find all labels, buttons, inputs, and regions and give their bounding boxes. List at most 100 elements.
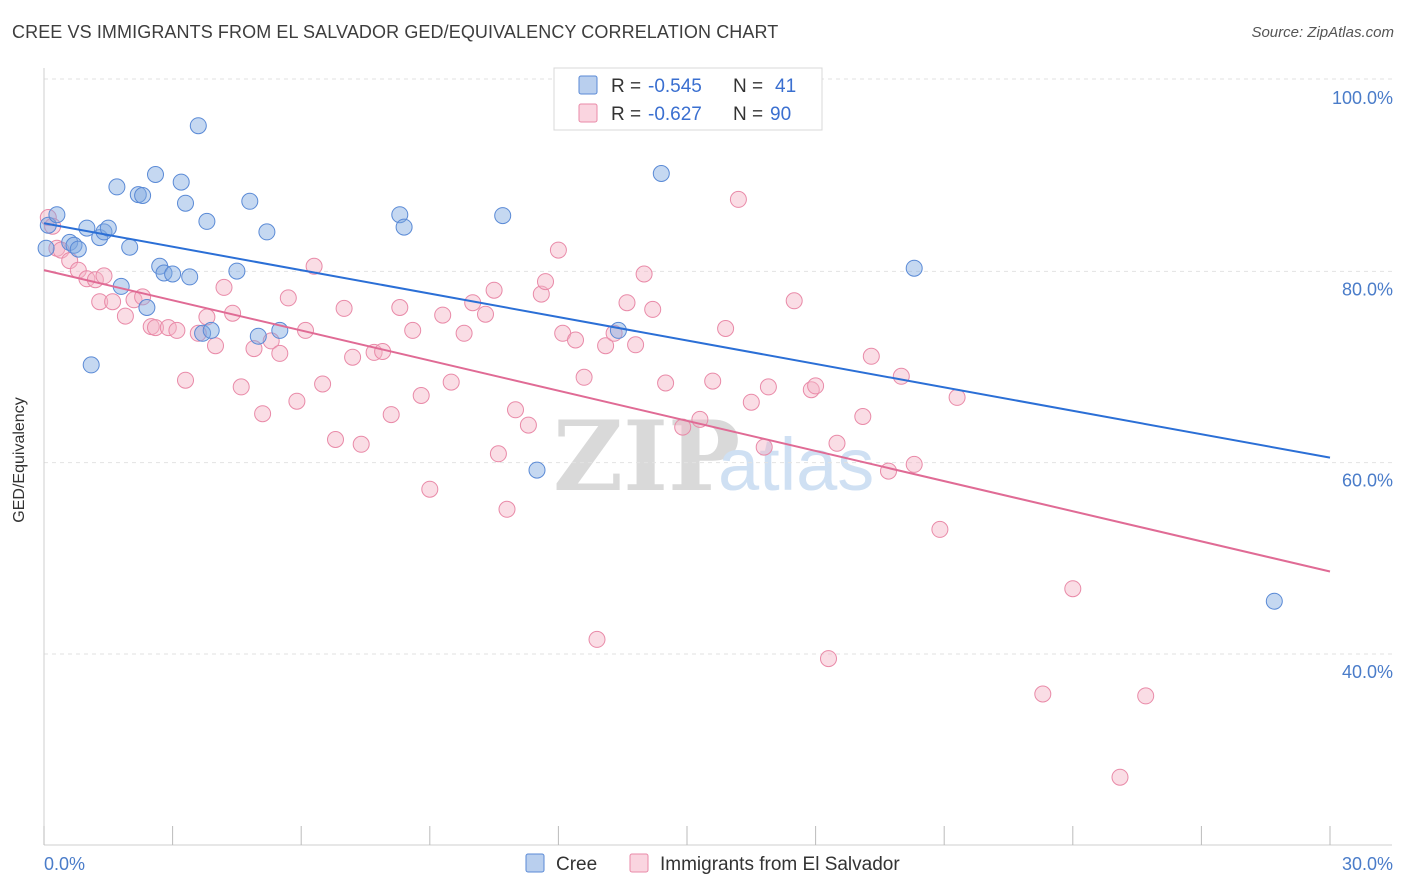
point-s1-89: [1111, 768, 1129, 786]
point-s1-32: [305, 257, 323, 275]
point-s1-8: [95, 267, 113, 285]
stats-legend-swatch-el-salvador: [578, 103, 598, 123]
point-s0-1: [48, 206, 66, 224]
stats-legend-r-value-el-salvador: -0.627: [648, 104, 702, 125]
grid-lines: [44, 78, 1392, 655]
stats-legend-n-label-cree: N =: [733, 76, 763, 97]
point-s1-68: [657, 374, 675, 392]
point-s1-50: [485, 281, 503, 299]
point-s0-15: [138, 299, 156, 316]
point-s0-9: [108, 178, 126, 196]
point-s1-47: [455, 324, 473, 342]
watermark-atlas: atlas: [718, 423, 874, 506]
legend-label-el-salvador: Immigrants from El Salvador: [660, 854, 900, 875]
point-s1-82: [854, 408, 872, 425]
point-s0-16: [147, 166, 164, 183]
axes: [43, 68, 1392, 846]
point-s0-29: [249, 327, 267, 345]
point-s1-60: [575, 368, 593, 386]
point-s1-21: [207, 337, 224, 355]
stats-legend-r-value-cree: -0.545: [648, 76, 702, 97]
point-s0-27: [228, 262, 246, 280]
point-s1-72: [717, 320, 735, 337]
y-tick-label-3: 40.0%: [1342, 662, 1393, 682]
point-s1-35: [335, 299, 353, 317]
point-s1-57: [549, 241, 567, 259]
point-s1-83: [862, 347, 880, 365]
chart-title: CREE VS IMMIGRANTS FROM EL SALVADOR GED/…: [12, 22, 779, 42]
point-s1-10: [104, 293, 122, 311]
point-s1-92: [1137, 687, 1155, 705]
point-s1-74: [742, 393, 760, 411]
point-s1-67: [644, 300, 662, 318]
point-s1-33: [314, 375, 332, 393]
y-tick-label-1: 80.0%: [1342, 279, 1393, 299]
stats-legend-swatch-cree: [578, 75, 598, 95]
point-s0-28: [241, 192, 259, 210]
point-s0-11: [82, 356, 100, 374]
stats-legend-n-value-cree: 41: [775, 76, 796, 97]
point-s1-22: [215, 278, 233, 296]
point-s1-71: [704, 372, 722, 390]
point-s1-45: [434, 306, 452, 324]
point-s1-17: [168, 321, 186, 339]
trend-line-s0: [43, 222, 1331, 459]
point-s1-77: [785, 292, 803, 310]
stats-legend-n-label-el-salvador: N =: [733, 104, 763, 125]
point-s1-9: [91, 293, 109, 311]
point-s1-49: [477, 305, 494, 323]
point-s0-33: [395, 218, 413, 236]
point-s1-75: [755, 438, 773, 456]
point-s1-85: [892, 367, 910, 385]
point-s0-30: [258, 223, 276, 241]
point-s1-40: [382, 406, 400, 424]
point-s0-34: [494, 207, 512, 225]
stats-legend-r-label-el-salvador: R =: [611, 104, 641, 125]
point-s1-19: [189, 324, 207, 342]
point-s1-34: [327, 431, 344, 448]
point-s1-59: [567, 331, 584, 349]
point-s1-29: [279, 289, 297, 307]
watermark: ZIP atlas: [553, 400, 874, 513]
point-s1-43: [412, 387, 430, 404]
point-s1-42: [404, 321, 422, 339]
point-s1-30: [288, 392, 306, 410]
point-s1-79: [807, 377, 825, 395]
point-s0-18: [155, 264, 173, 282]
point-s1-84: [880, 462, 897, 480]
point-s1-62: [597, 337, 615, 355]
point-s1-66: [635, 265, 653, 283]
point-s1-36: [344, 348, 362, 366]
point-s1-86: [905, 455, 923, 473]
stats-legend: R = -0.545 N = 41 R = -0.627 N = 90: [553, 67, 823, 131]
point-s1-26: [254, 405, 272, 423]
point-s1-28: [271, 344, 289, 362]
point-s0-20: [172, 173, 190, 191]
point-s1-46: [442, 373, 460, 391]
point-s1-90: [1064, 580, 1082, 598]
point-s0-26: [202, 321, 220, 339]
point-s1-80: [820, 650, 837, 668]
point-s1-52: [498, 500, 516, 518]
point-s1-55: [532, 285, 550, 303]
point-s0-23: [189, 117, 207, 135]
point-s0-35: [528, 461, 546, 479]
x-tick-label-0: 0.0%: [44, 854, 85, 874]
point-s0-21: [177, 194, 194, 212]
trend-line-s1: [43, 269, 1331, 573]
stats-legend-box: [553, 67, 823, 131]
point-s0-39: [1265, 592, 1283, 610]
source-label: Source: ZipAtlas.com: [1251, 24, 1394, 41]
legend-label-cree: Cree: [556, 854, 597, 875]
point-s1-54: [519, 416, 537, 434]
point-s1-15: [147, 319, 164, 337]
point-s0-40: [37, 239, 55, 257]
point-s1-64: [618, 294, 636, 312]
point-s1-88: [948, 388, 966, 406]
point-s0-38: [905, 259, 923, 277]
point-s1-87: [931, 520, 949, 538]
point-s0-8: [99, 219, 117, 237]
stats-legend-n-value-el-salvador: 90: [770, 104, 791, 125]
point-s0-14: [134, 187, 152, 204]
